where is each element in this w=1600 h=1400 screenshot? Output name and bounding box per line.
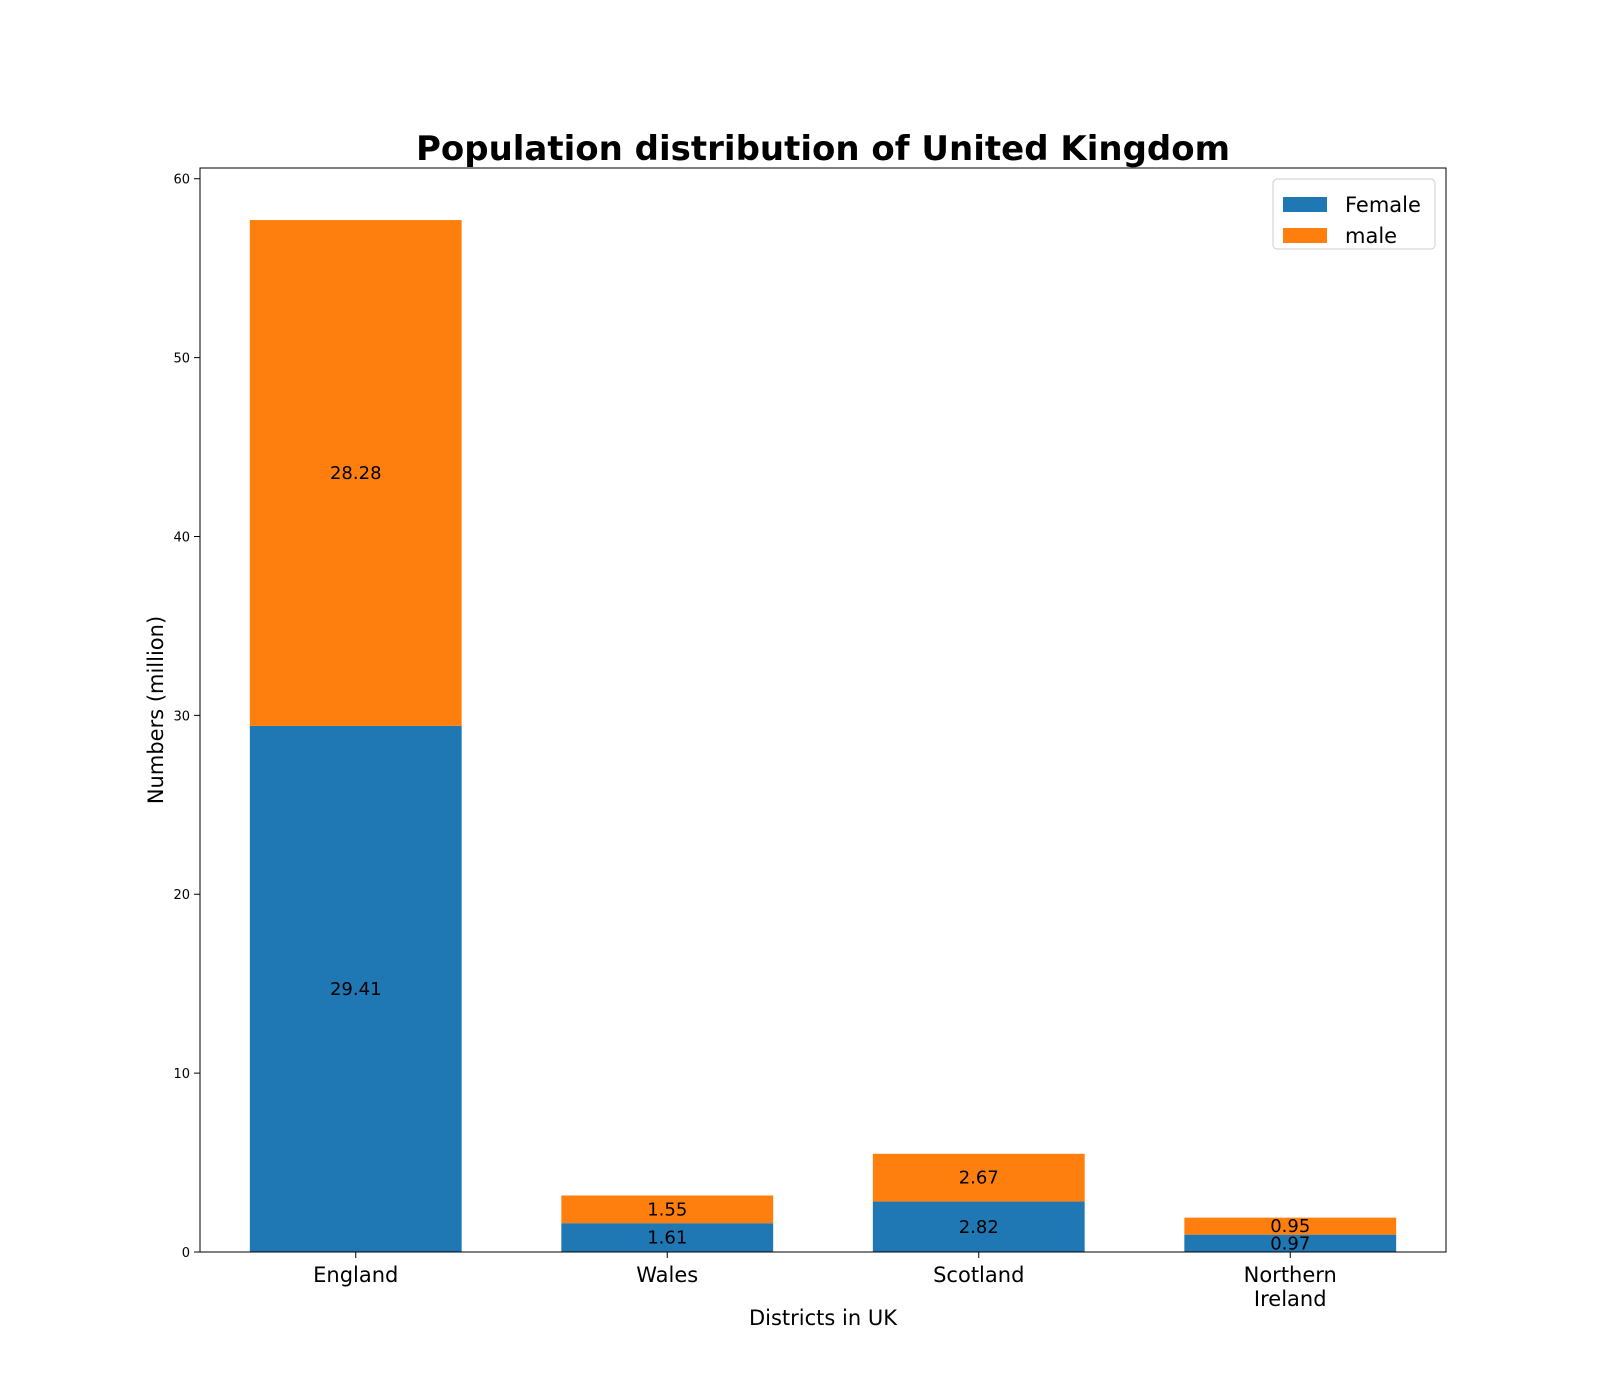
y-axis-label: Numbers (million) [144,616,168,804]
data-label-male-1: 1.55 [647,1199,687,1220]
y-tick-label: 50 [173,352,190,367]
bars [249,220,1397,1252]
legend-swatch-female [1283,197,1327,212]
bar-female-2 [872,1201,1085,1252]
bar-male-0 [249,220,462,726]
x-axis-label: Districts in UK [749,1306,898,1330]
legend-label-female: Female [1345,193,1421,217]
y-tick-label: 40 [173,530,190,545]
data-label-male-2: 2.67 [959,1168,999,1189]
bar-female-3 [1184,1234,1397,1252]
data-label-male-3: 0.95 [1270,1216,1310,1237]
legend: Female male [1272,178,1436,250]
y-tick-label: 0 [182,1246,190,1261]
y-tick-label: 30 [173,709,190,724]
data-label-female-3: 0.97 [1270,1233,1310,1254]
plot-area: 29.41 28.28 1.61 1.55 2.82 2.67 0.970.95 [199,167,1447,1254]
legend-swatch-male [1283,228,1327,243]
y-tick-label: 60 [173,173,190,188]
legend-label-male: male [1345,224,1397,248]
x-tick-label: England [313,1263,398,1287]
bar-female-0 [249,725,462,1252]
bar-male-3 [1184,1217,1397,1235]
x-tick-label: Scotland [933,1263,1024,1287]
bar-male-2 [872,1153,1085,1202]
bar-labels: 29.41 28.28 1.61 1.55 2.82 2.67 0.970.95 [330,463,1310,1254]
y-tick-label: 20 [173,888,190,903]
data-label-female-1: 1.61 [647,1228,687,1249]
y-axis: 0 10 20 30 40 50 60 [173,173,200,1261]
bar-male-1 [561,1195,774,1224]
plot-frame [199,167,1447,1253]
y-tick-label: 10 [173,1067,190,1082]
data-label-female-2: 2.82 [959,1217,999,1238]
x-tick-label: Northern Ireland [1244,1263,1337,1311]
x-axis: England Wales Scotland Northern Ireland [313,1252,1337,1311]
data-label-female-0: 29.41 [330,979,382,1000]
bar-female-1 [561,1223,774,1252]
data-label-male-0: 28.28 [330,463,382,484]
x-tick-label: Wales [636,1263,698,1287]
chart-title: Population distribution of United Kingdo… [416,129,1230,169]
